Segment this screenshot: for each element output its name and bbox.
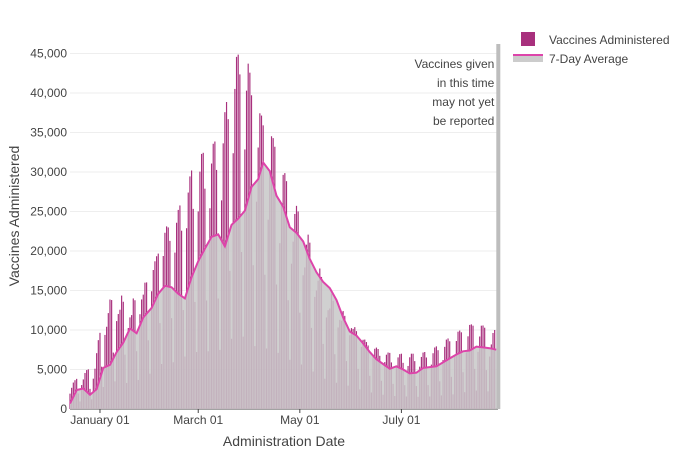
- y-tick-label: 25,000: [30, 204, 67, 218]
- daily-bar[interactable]: [86, 370, 88, 409]
- reporting-lag-annotation: Vaccines given in this time may not yet be …: [415, 44, 501, 409]
- annotation-line: may not yet: [432, 95, 495, 109]
- y-tick-label: 15,000: [30, 283, 67, 297]
- y-tick-label: 30,000: [30, 165, 67, 179]
- average-line[interactable]: [69, 160, 497, 404]
- y-tick-label: 10,000: [30, 323, 67, 337]
- reporting-lag-band: [496, 44, 501, 409]
- y-axis-title: Vaccines Administered: [6, 146, 22, 287]
- daily-bar[interactable]: [94, 368, 96, 409]
- average-series[interactable]: [69, 160, 497, 410]
- y-tick-label: 45,000: [30, 46, 67, 60]
- x-tick-label: March 01: [173, 413, 223, 427]
- daily-bar[interactable]: [96, 353, 98, 409]
- daily-bar[interactable]: [107, 313, 109, 409]
- legend-label-vaccines[interactable]: Vaccines Administered: [549, 33, 670, 47]
- axes: Administration Date Vaccines Administere…: [6, 46, 421, 449]
- y-tick-label: 20,000: [30, 244, 67, 258]
- daily-bar[interactable]: [109, 299, 111, 409]
- y-tick-label: 0: [60, 402, 67, 416]
- legend[interactable]: Vaccines Administered 7-Day Average: [513, 32, 670, 66]
- daily-bar[interactable]: [99, 332, 101, 409]
- daily-bar[interactable]: [87, 369, 89, 409]
- annotation-line: Vaccines given: [415, 57, 495, 71]
- average-area[interactable]: [70, 162, 497, 410]
- x-tick-label: January 01: [70, 413, 130, 427]
- annotation-line: be reported: [433, 114, 494, 128]
- y-tick-label: 5,000: [37, 362, 67, 376]
- y-tick-label: 35,000: [30, 125, 67, 139]
- daily-bar[interactable]: [111, 300, 113, 409]
- x-tick-label: July 01: [382, 413, 420, 427]
- legend-label-average[interactable]: 7-Day Average: [549, 52, 628, 66]
- x-axis-title: Administration Date: [223, 433, 345, 449]
- legend-swatch-average-fill[interactable]: [513, 55, 543, 62]
- x-tick-label: May 01: [280, 413, 320, 427]
- annotation-line: in this time: [437, 76, 495, 90]
- y-tick-label: 40,000: [30, 86, 67, 100]
- legend-swatch-vaccines[interactable]: [521, 32, 535, 46]
- daily-bar[interactable]: [97, 340, 99, 409]
